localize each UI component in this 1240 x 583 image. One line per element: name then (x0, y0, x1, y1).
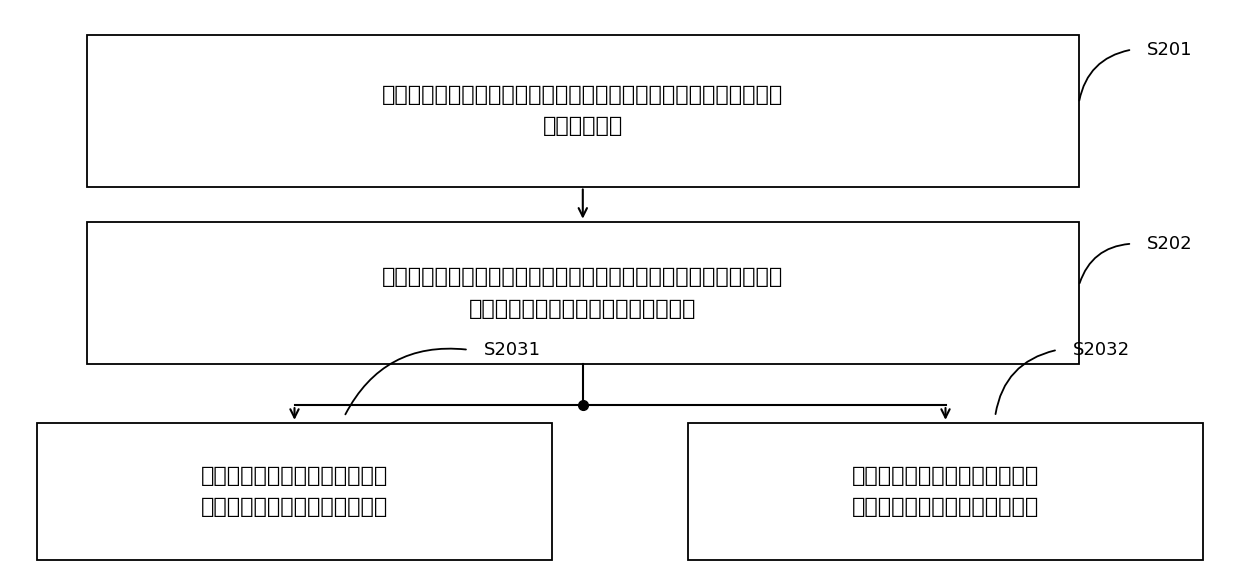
Text: 在预设的第二分屏显示区域加载
并显示所述第二应用的应用界面: 在预设的第二分屏显示区域加载 并显示所述第二应用的应用界面 (852, 466, 1039, 517)
FancyBboxPatch shape (87, 222, 1079, 364)
Text: 在预设的第一分屏显示区域加载
并显示所述第一应用的应用界面: 在预设的第一分屏显示区域加载 并显示所述第一应用的应用界面 (201, 466, 388, 517)
Text: 若检测到所述图标标识被从当前位置移动至第二位置，且所述第二位
置位于预设的显示区域内，则启动分屏: 若检测到所述图标标识被从当前位置移动至第二位置，且所述第二位 置位于预设的显示区… (382, 268, 784, 318)
Text: S201: S201 (1147, 41, 1193, 58)
FancyBboxPatch shape (87, 35, 1079, 187)
Text: 若第一应用的桌面图标上显示有预设的图标标识，则检测所述图标标
识是否被移动: 若第一应用的桌面图标上显示有预设的图标标识，则检测所述图标标 识是否被移动 (382, 85, 784, 136)
FancyBboxPatch shape (37, 423, 552, 560)
Text: S202: S202 (1147, 235, 1193, 252)
Text: S2031: S2031 (484, 341, 541, 359)
FancyBboxPatch shape (688, 423, 1203, 560)
Text: S2032: S2032 (1073, 341, 1130, 359)
